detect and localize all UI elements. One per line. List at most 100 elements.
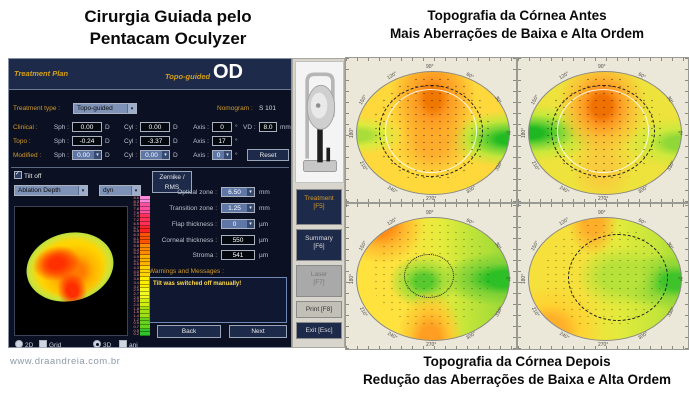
vd-label: VD : bbox=[243, 124, 256, 131]
scale-segment: 5.6 bbox=[128, 244, 150, 248]
angle-tick-label: 270° bbox=[598, 196, 609, 202]
checkbox-icon bbox=[39, 340, 47, 348]
scale-segment: 2.5 bbox=[128, 295, 150, 300]
scale-segment: 5.8 bbox=[128, 240, 150, 244]
zernike-rms-button[interactable]: Zernike / RMS bbox=[152, 171, 192, 193]
scale-segment: 4.0 bbox=[128, 269, 150, 274]
topo-axis-input[interactable]: 17 bbox=[212, 136, 232, 146]
angle-tick-label: 0° bbox=[676, 276, 683, 282]
ablation-depth-dropdown[interactable]: Ablation Depth bbox=[14, 185, 88, 196]
page-title: Cirurgia Guiada pelo Pentacam Oculyzer bbox=[18, 6, 318, 50]
topo-map-before-1: 90° 60° 30° 0° 330° 300° 270° 240° 210° 180° 150° 1… bbox=[345, 57, 517, 203]
diopter-unit: D bbox=[105, 138, 110, 145]
angle-tick-label: 180° bbox=[349, 273, 356, 285]
scale-segment: 2.3 bbox=[128, 299, 150, 303]
degree-unit: ° bbox=[235, 152, 238, 159]
tilt-off-checkbox[interactable]: Tilt off bbox=[14, 170, 41, 180]
clinical-axis-input[interactable]: 0 bbox=[212, 122, 232, 132]
divider bbox=[11, 167, 289, 168]
treatment-mode-label: Topo-guided bbox=[165, 72, 211, 81]
function-key-sidebar: Treatment [F5] Summary [F6] Laser [F7] Prin… bbox=[292, 58, 345, 348]
um-unit: µm bbox=[259, 237, 269, 244]
print-f8-button[interactable]: Print [F8] bbox=[296, 301, 342, 318]
scale-segment: 2.7 bbox=[128, 292, 150, 296]
modified-axis-stepper[interactable]: 0 bbox=[212, 150, 232, 160]
diopter-unit: D bbox=[173, 138, 178, 145]
mm-unit: mm bbox=[259, 189, 270, 196]
clinical-cyl-input[interactable]: 0.00 bbox=[140, 122, 170, 132]
dyn-dropdown[interactable]: dyn bbox=[99, 185, 141, 196]
diopter-unit: D bbox=[105, 152, 110, 159]
axis-label: Axis : bbox=[193, 124, 209, 131]
page-title-line2: Pentacam Oculyzer bbox=[89, 29, 247, 48]
topo-sph-input[interactable]: -0.24 bbox=[72, 136, 102, 146]
sph-label: Sph : bbox=[53, 138, 69, 145]
treatment-plan-window: Treatment Plan Topo-guided OD Treatment … bbox=[8, 58, 292, 349]
measurement-dot-grid bbox=[372, 76, 490, 182]
scale-segment: 3.4 bbox=[128, 280, 150, 285]
scale-segment: 7.2 bbox=[128, 218, 150, 222]
optical-zone-label: Optical zone : bbox=[177, 189, 217, 196]
measurement-dot-grid bbox=[544, 76, 662, 182]
radio-icon bbox=[93, 340, 101, 348]
ani-checkbox[interactable]: ani bbox=[119, 340, 138, 349]
clinical-sph-input[interactable]: 0.00 bbox=[72, 122, 102, 132]
scale-segment: 0.9 bbox=[128, 321, 150, 326]
back-button[interactable]: Back bbox=[157, 325, 221, 338]
grid-checkbox[interactable]: Grid bbox=[39, 340, 61, 349]
scale-segment: 4.9 bbox=[128, 255, 150, 259]
scale-segment: 8.6 bbox=[128, 196, 150, 200]
axis-label: Axis : bbox=[193, 138, 209, 145]
scale-segment: 7.6 bbox=[128, 210, 150, 215]
scale-segment: 4.7 bbox=[128, 258, 150, 263]
transition-zone-stepper[interactable]: 1.25 bbox=[221, 203, 255, 213]
scale-segment: 2.9 bbox=[128, 288, 150, 292]
modified-row-label: Modified : bbox=[13, 152, 42, 159]
scale-segment: 5.4 bbox=[128, 247, 150, 252]
diopter-unit: D bbox=[105, 124, 110, 131]
summary-f6-button[interactable]: Summary [F6] bbox=[296, 229, 342, 261]
cyl-label: Cyl : bbox=[124, 124, 137, 131]
angle-tick-label: 0° bbox=[676, 130, 683, 136]
laser-f7-button[interactable]: Laser [F7] bbox=[296, 265, 342, 297]
scale-segment: 6.5 bbox=[128, 229, 150, 233]
diopter-unit: D bbox=[173, 152, 178, 159]
reset-button[interactable]: Reset bbox=[247, 149, 289, 161]
diopter-unit: D bbox=[173, 124, 178, 131]
warning-message: Tilt was switched off manually! bbox=[153, 281, 242, 287]
after-maps-title: Topografia da Córnea Depois Redução das … bbox=[362, 354, 672, 387]
treatment-f5-button[interactable]: Treatment [F5] bbox=[296, 189, 342, 225]
mm-unit: mm bbox=[280, 124, 291, 131]
exit-esc-button[interactable]: Exit [Esc] bbox=[296, 322, 342, 339]
angle-tick-label: 0° bbox=[504, 276, 511, 282]
view-2d-radio[interactable]: 2D bbox=[15, 340, 33, 349]
corneal-thickness-field[interactable]: 550 bbox=[221, 235, 255, 245]
view-3d-radio[interactable]: 3D bbox=[93, 340, 111, 349]
topo-cyl-input[interactable]: -3.37 bbox=[140, 136, 170, 146]
degree-unit: ° bbox=[235, 124, 238, 131]
modified-sph-stepper[interactable]: 0.00 bbox=[72, 150, 102, 160]
angle-tick-label: 180° bbox=[521, 127, 528, 139]
treatment-type-dropdown[interactable]: Topo-guided bbox=[73, 103, 137, 114]
window-header: Treatment Plan Topo-guided OD bbox=[9, 59, 291, 90]
nomogram-value: S 101 bbox=[259, 105, 276, 112]
angle-tick-label: 90° bbox=[598, 210, 606, 216]
next-button[interactable]: Next bbox=[229, 325, 287, 338]
mm-unit: mm bbox=[259, 205, 270, 212]
stroma-label: Stroma : bbox=[192, 252, 217, 259]
scale-segment: 3.2 bbox=[128, 284, 150, 289]
scale-segment: 1.2 bbox=[128, 317, 150, 322]
angle-tick-label: 180° bbox=[521, 273, 528, 285]
scale-segment: 1.6 bbox=[128, 310, 150, 314]
corneal-thickness-label: Corneal thickness : bbox=[161, 237, 217, 244]
stroma-field[interactable]: 541 bbox=[221, 250, 255, 260]
scale-segment: 7.4 bbox=[128, 214, 150, 219]
optical-zone-stepper[interactable]: 6.50 bbox=[221, 187, 255, 197]
angle-tick-label: 0° bbox=[504, 130, 511, 136]
flap-thickness-stepper[interactable]: 0 bbox=[221, 219, 255, 229]
transition-zone-label: Transition zone : bbox=[169, 205, 217, 212]
cyl-label: Cyl : bbox=[124, 152, 137, 159]
scale-segment: 1.4 bbox=[128, 314, 150, 318]
vd-input[interactable]: 8.0 bbox=[259, 122, 277, 132]
modified-cyl-stepper[interactable]: 0.00 bbox=[140, 150, 170, 160]
